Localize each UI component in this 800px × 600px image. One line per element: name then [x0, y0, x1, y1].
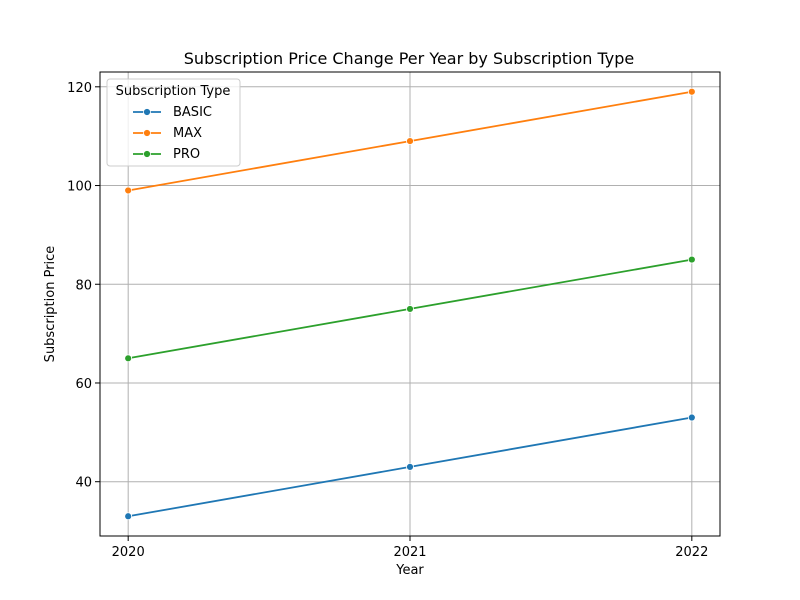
data-point-basic: [406, 462, 414, 471]
data-point-max: [687, 87, 696, 96]
data-point-pro: [124, 354, 133, 363]
data-point-pro: [406, 305, 414, 313]
legend-label-pro: PRO: [173, 147, 200, 162]
x-tick-label: 2020: [112, 545, 145, 560]
series-group: [124, 87, 696, 521]
legend-items: BASIC MAX PRO: [133, 105, 212, 162]
data-point-basic: [687, 413, 696, 422]
data-point-max: [124, 186, 133, 195]
data-point-max: [406, 137, 414, 146]
ticks: 2020 2021 2022 40 60 80 100 120: [67, 81, 708, 560]
legend-title: Subscription Type: [116, 84, 231, 99]
legend-marker-pro: [143, 150, 151, 158]
legend: Subscription Type BASIC MAX PRO: [106, 78, 241, 167]
legend-label-basic: BASIC: [173, 105, 212, 120]
y-tick-label: 100: [67, 180, 92, 195]
y-tick-label: 120: [67, 81, 92, 96]
x-axis-label: Year: [395, 563, 424, 578]
chart-title: Subscription Price Change Per Year by Su…: [184, 49, 634, 68]
y-tick-label: 60: [75, 377, 92, 392]
y-tick-label: 40: [75, 476, 92, 491]
x-tick-label: 2022: [675, 545, 708, 560]
y-axis-label: Subscription Price: [43, 246, 58, 363]
legend-box: [106, 78, 241, 167]
data-point-pro: [687, 255, 696, 264]
data-point-basic: [124, 512, 133, 521]
x-tick-label: 2021: [393, 545, 426, 560]
grid: [100, 72, 720, 536]
y-tick-label: 80: [75, 278, 92, 293]
legend-marker-basic: [143, 108, 151, 116]
legend-label-max: MAX: [173, 126, 202, 141]
legend-marker-max: [143, 129, 151, 137]
